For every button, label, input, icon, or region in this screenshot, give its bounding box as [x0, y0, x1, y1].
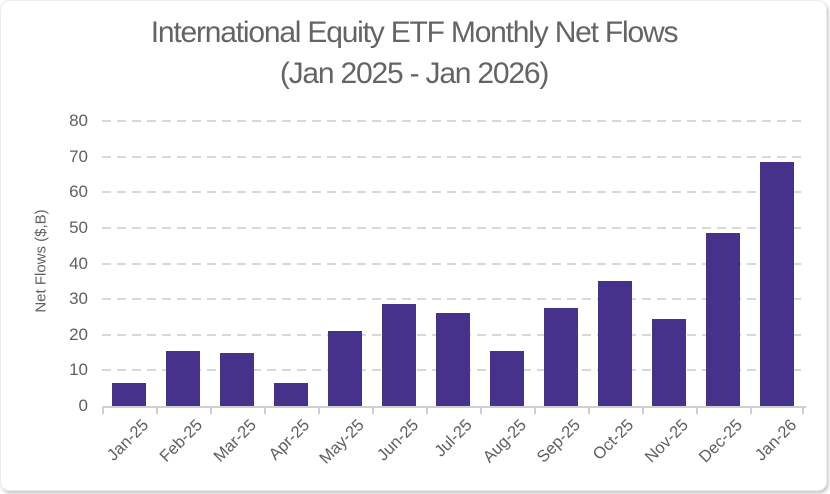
bar-Apr-25 — [274, 382, 308, 406]
x-axis-tick — [642, 408, 644, 414]
x-axis-tick — [318, 408, 320, 414]
x-axis-tick — [588, 408, 590, 414]
x-axis-line — [102, 405, 806, 408]
bar-Feb-25 — [166, 350, 200, 406]
y-tick-label: 0 — [78, 396, 88, 415]
y-tick-label: 10 — [69, 360, 88, 380]
bar-May-25 — [328, 331, 362, 406]
x-axis-tick — [696, 408, 698, 414]
gridline — [102, 191, 804, 194]
y-tick-label: 20 — [69, 324, 88, 344]
chart-title: International Equity ETF Monthly Net Flo… — [150, 16, 679, 49]
bar-Nov-25 — [652, 318, 686, 406]
gridline — [102, 226, 804, 229]
gridline — [102, 155, 804, 158]
y-tick-label: 80 — [69, 111, 88, 130]
bar-Jun-25 — [382, 304, 416, 406]
gridline — [102, 120, 804, 122]
x-axis-tick — [426, 408, 428, 414]
x-axis-tick — [802, 408, 804, 414]
bar-Jan-25 — [112, 382, 146, 406]
bar-Oct-25 — [598, 281, 632, 406]
x-axis-tick — [102, 408, 104, 414]
y-tick-label: 60 — [69, 182, 88, 202]
bar-Mar-25 — [220, 352, 254, 406]
x-axis-tick — [750, 408, 752, 414]
x-axis-tick — [264, 408, 266, 414]
bar-Dec-25 — [706, 233, 740, 406]
plot-area — [102, 120, 806, 414]
x-axis-tick — [372, 408, 374, 414]
bar-Sep-25 — [544, 308, 578, 406]
y-tick-label: 50 — [69, 217, 88, 237]
bar-Jan-26 — [760, 161, 794, 406]
x-axis-tick — [534, 408, 536, 414]
x-axis-tick — [210, 408, 212, 414]
chart-subtitle: (Jan 2025 - Jan 2026) — [279, 57, 550, 90]
x-axis-tick — [480, 408, 482, 414]
x-axis-tick — [156, 408, 158, 414]
bar-Jul-25 — [436, 313, 470, 406]
bar-Aug-25 — [490, 350, 524, 406]
y-tick-label: 40 — [69, 253, 88, 273]
gridline — [102, 262, 804, 265]
y-tick-label: 30 — [69, 289, 88, 309]
y-tick-label: 70 — [69, 146, 88, 166]
gridline — [102, 298, 804, 301]
